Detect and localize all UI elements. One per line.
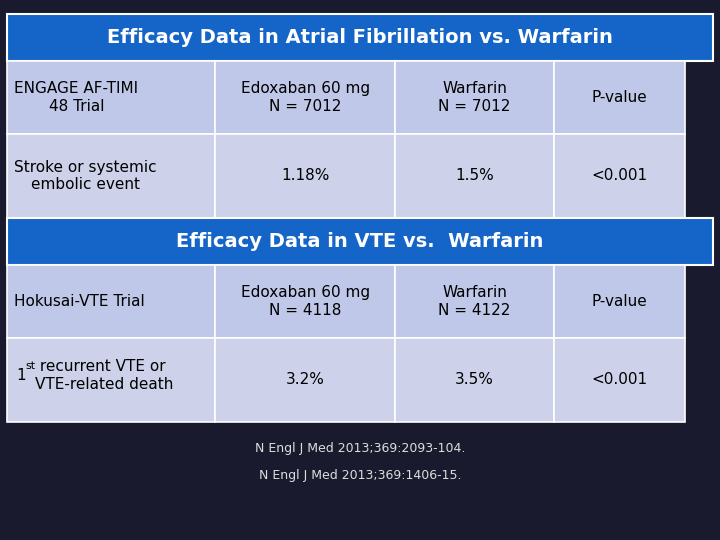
Text: Efficacy Data in VTE vs.  Warfarin: Efficacy Data in VTE vs. Warfarin — [176, 232, 544, 251]
Bar — [554, 265, 685, 338]
Text: Warfarin
N = 4122: Warfarin N = 4122 — [438, 285, 511, 318]
Text: Edoxaban 60 mg
N = 4118: Edoxaban 60 mg N = 4118 — [240, 285, 370, 318]
Bar — [7, 265, 215, 338]
Bar — [395, 134, 554, 218]
Text: Edoxaban 60 mg
N = 7012: Edoxaban 60 mg N = 7012 — [240, 81, 370, 113]
Text: Efficacy Data in Atrial Fibrillation vs. Warfarin: Efficacy Data in Atrial Fibrillation vs.… — [107, 28, 613, 47]
Text: 1: 1 — [16, 368, 25, 383]
Bar — [215, 338, 395, 422]
Text: N Engl J Med 2013;369:1406-15.: N Engl J Med 2013;369:1406-15. — [258, 469, 462, 482]
Bar — [215, 265, 395, 338]
Bar — [7, 218, 713, 265]
Text: N Engl J Med 2013;369:2093-104.: N Engl J Med 2013;369:2093-104. — [255, 442, 465, 455]
Bar — [215, 61, 395, 134]
Text: P-value: P-value — [591, 294, 647, 309]
Bar — [215, 134, 395, 218]
Text: 1.5%: 1.5% — [455, 168, 494, 183]
Bar — [7, 61, 215, 134]
Text: Stroke or systemic
embolic event: Stroke or systemic embolic event — [14, 160, 157, 192]
Text: <0.001: <0.001 — [591, 373, 647, 387]
Text: <0.001: <0.001 — [591, 168, 647, 183]
Bar — [395, 265, 554, 338]
Bar — [554, 61, 685, 134]
Bar — [7, 338, 215, 422]
Bar — [554, 134, 685, 218]
Text: Warfarin
N = 7012: Warfarin N = 7012 — [438, 81, 511, 113]
Bar — [554, 338, 685, 422]
Bar — [7, 134, 215, 218]
Text: ENGAGE AF-TIMI
48 Trial: ENGAGE AF-TIMI 48 Trial — [14, 81, 138, 113]
Text: 1.18%: 1.18% — [281, 168, 330, 183]
Bar — [7, 14, 713, 61]
Text: Hokusai-VTE Trial: Hokusai-VTE Trial — [14, 294, 145, 309]
Text: 3.5%: 3.5% — [455, 373, 494, 387]
Text: P-value: P-value — [591, 90, 647, 105]
Text: 3.2%: 3.2% — [286, 373, 325, 387]
Text: recurrent VTE or
VTE-related death: recurrent VTE or VTE-related death — [35, 360, 174, 392]
Text: st: st — [25, 361, 35, 372]
Bar — [395, 338, 554, 422]
Bar — [395, 61, 554, 134]
